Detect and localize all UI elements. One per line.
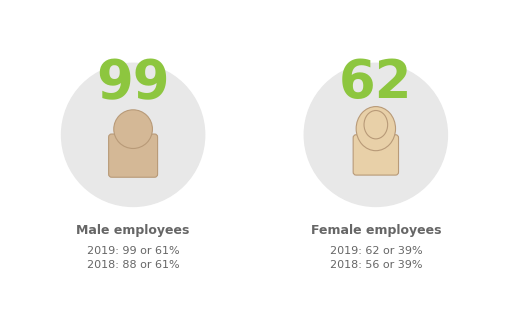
Text: 2018: 88 or 61%: 2018: 88 or 61% xyxy=(87,260,180,270)
Text: 2018: 56 or 39%: 2018: 56 or 39% xyxy=(329,260,422,270)
Text: 2019: 99 or 61%: 2019: 99 or 61% xyxy=(87,246,180,256)
Text: 99: 99 xyxy=(97,57,170,109)
Ellipse shape xyxy=(356,107,396,151)
Text: Female employees: Female employees xyxy=(311,224,441,237)
Circle shape xyxy=(304,63,447,206)
Circle shape xyxy=(62,63,205,206)
Text: 2019: 62 or 39%: 2019: 62 or 39% xyxy=(329,246,422,256)
Text: 62: 62 xyxy=(339,57,412,109)
FancyBboxPatch shape xyxy=(109,134,158,177)
Ellipse shape xyxy=(364,111,388,139)
Circle shape xyxy=(114,110,152,149)
Text: Male employees: Male employees xyxy=(76,224,190,237)
FancyBboxPatch shape xyxy=(353,135,398,175)
